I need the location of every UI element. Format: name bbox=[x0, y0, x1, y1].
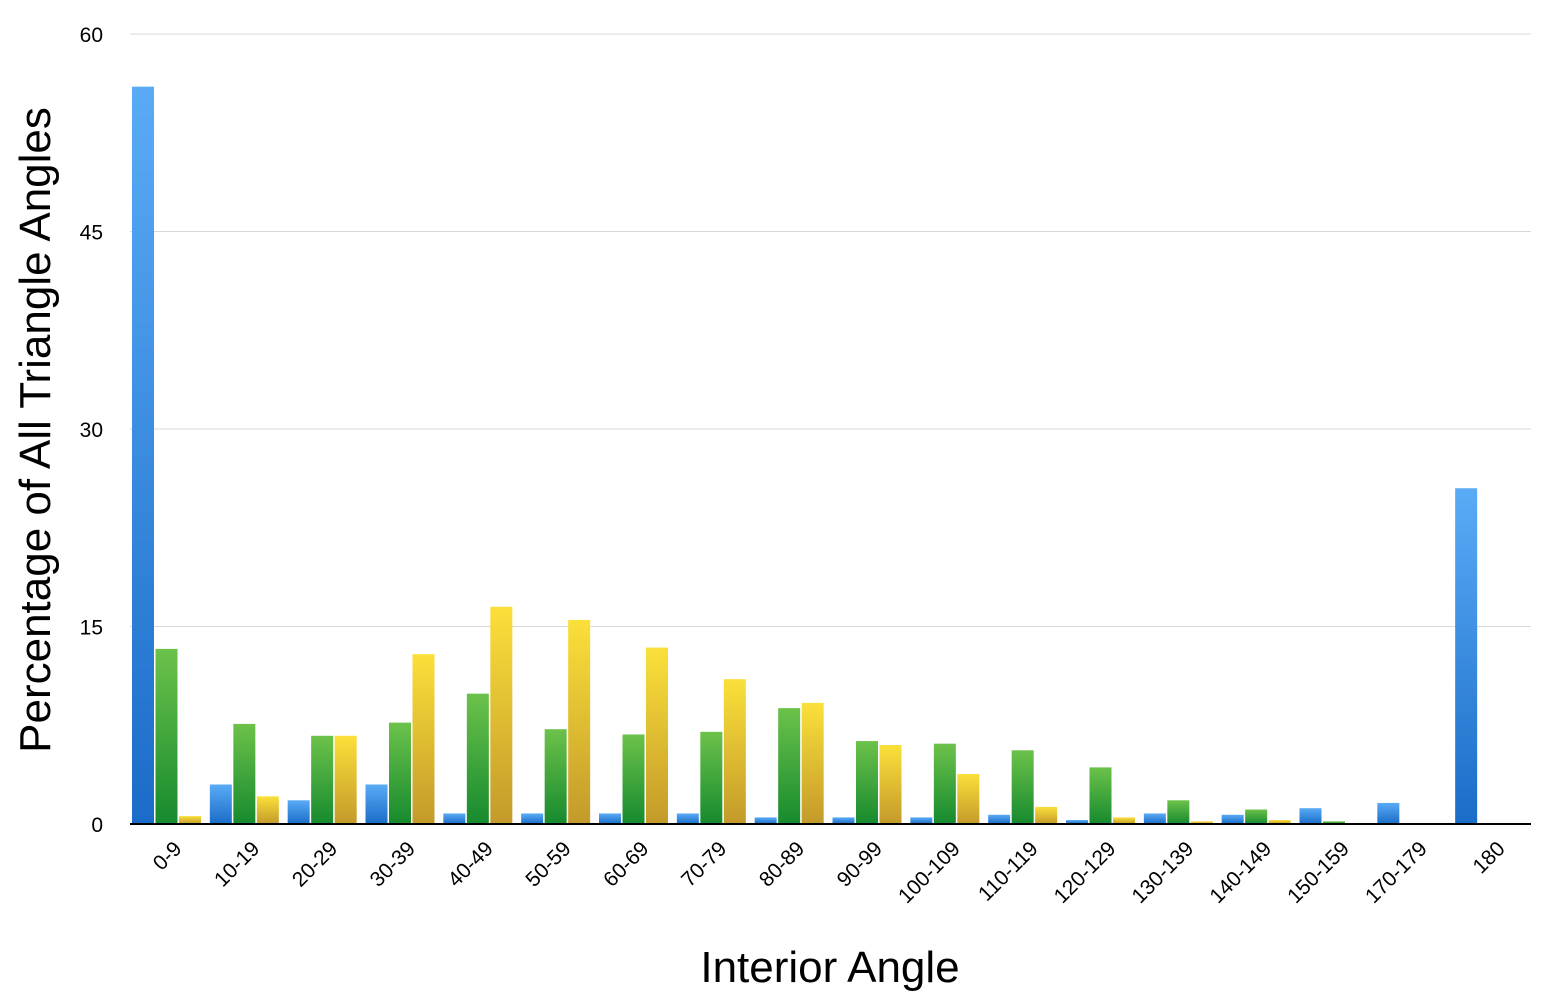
bar-series2-140-149 bbox=[1245, 809, 1268, 824]
bar-series1-170-179 bbox=[1377, 802, 1400, 824]
bar-series1-120-129 bbox=[1066, 820, 1088, 824]
gridlines bbox=[130, 33, 1531, 627]
bar-series1-110-119 bbox=[988, 814, 1011, 824]
bar-series3-110-119 bbox=[1035, 806, 1058, 824]
bar-series2-40-49 bbox=[466, 693, 489, 824]
x-tick-label: 40-49 bbox=[444, 837, 498, 891]
bar-series3-100-109 bbox=[957, 773, 980, 824]
bar-series3-80-89 bbox=[801, 702, 824, 824]
x-axis-title: Interior Angle bbox=[700, 943, 959, 992]
bar-series3-60-69 bbox=[646, 647, 668, 824]
x-tick-label: 30-39 bbox=[366, 837, 420, 891]
y-tick-label: 45 bbox=[80, 222, 103, 245]
x-tick-label: 60-69 bbox=[599, 837, 653, 891]
bar-series1-50-59 bbox=[521, 813, 544, 824]
x-tick-label: 90-99 bbox=[833, 837, 887, 891]
bar-series1-40-49 bbox=[443, 813, 466, 824]
bar-series1-60-69 bbox=[599, 813, 621, 824]
y-tick-label: 30 bbox=[80, 419, 103, 442]
x-tick-label: 180 bbox=[1469, 837, 1510, 878]
bar-series1-0-9 bbox=[132, 86, 154, 824]
bar-series3-50-59 bbox=[568, 619, 591, 824]
bar-series2-80-89 bbox=[778, 708, 801, 824]
x-tick-label: 100-109 bbox=[894, 837, 965, 908]
bar-series2-130-139 bbox=[1167, 800, 1190, 824]
bar-series1-90-99 bbox=[832, 817, 855, 824]
bar-series1-30-39 bbox=[365, 784, 388, 824]
bar-series2-150-159 bbox=[1323, 821, 1345, 824]
bar-series1-130-139 bbox=[1143, 813, 1166, 824]
bar-series1-140-149 bbox=[1221, 814, 1244, 824]
bar-series1-100-109 bbox=[910, 817, 933, 824]
x-tick-label: 50-59 bbox=[521, 837, 575, 891]
bar-series2-70-79 bbox=[700, 731, 723, 824]
bar-series3-140-149 bbox=[1268, 820, 1291, 824]
bar-series2-50-59 bbox=[544, 729, 567, 824]
bar-series1-180 bbox=[1455, 488, 1478, 824]
bar-series3-90-99 bbox=[879, 745, 902, 824]
x-tick-label: 70-79 bbox=[677, 837, 731, 891]
bar-series1-150-159 bbox=[1299, 808, 1322, 824]
bar-series3-0-9 bbox=[179, 816, 201, 824]
bars bbox=[132, 86, 1478, 824]
x-tick-label: 110-119 bbox=[974, 837, 1043, 906]
bar-series1-10-19 bbox=[209, 784, 232, 824]
x-tick-label: 150-159 bbox=[1283, 837, 1354, 908]
bar-series2-60-69 bbox=[622, 734, 645, 824]
bar-series2-120-129 bbox=[1089, 767, 1112, 824]
bar-series2-110-119 bbox=[1011, 750, 1034, 824]
bar-series3-70-79 bbox=[723, 679, 746, 824]
bar-series3-10-19 bbox=[256, 796, 279, 824]
bar-series2-90-99 bbox=[856, 741, 878, 824]
y-axis-title: Percentage of All Triangle Angles bbox=[11, 107, 60, 753]
bar-series2-10-19 bbox=[233, 723, 256, 824]
bar-series1-80-89 bbox=[754, 817, 777, 824]
x-tick-label: 170-179 bbox=[1361, 837, 1432, 908]
x-tick-label: 120-129 bbox=[1050, 837, 1121, 908]
bar-series2-0-9 bbox=[155, 648, 178, 824]
bar-series3-40-49 bbox=[490, 606, 513, 824]
bar-series2-30-39 bbox=[389, 722, 411, 824]
bar-series2-20-29 bbox=[311, 735, 334, 824]
x-tick-label: 130-139 bbox=[1128, 837, 1199, 908]
x-tick-label: 0-9 bbox=[149, 837, 187, 875]
bar-series1-70-79 bbox=[676, 813, 699, 824]
bar-series3-120-129 bbox=[1113, 817, 1135, 824]
x-tick-label: 20-29 bbox=[288, 837, 342, 891]
x-tick-labels: 0-9 10-19 20-29 30-39 40-49 50-59 60-69 70-79 80… bbox=[149, 837, 1510, 908]
y-tick-label: 0 bbox=[91, 814, 103, 837]
bar-series3-130-139 bbox=[1190, 821, 1213, 824]
x-tick-label: 140-149 bbox=[1205, 837, 1276, 908]
bar-series3-30-39 bbox=[412, 654, 435, 824]
y-tick-label: 15 bbox=[80, 617, 103, 640]
bar-series1-20-29 bbox=[287, 800, 310, 824]
bar-series3-20-29 bbox=[334, 735, 357, 824]
y-tick-label: 60 bbox=[80, 24, 103, 47]
bar-series2-100-109 bbox=[933, 743, 956, 824]
y-tick-labels: 0 15 30 45 60 bbox=[80, 24, 103, 837]
x-tick-label: 80-89 bbox=[755, 837, 809, 891]
x-tick-label: 10-19 bbox=[210, 837, 264, 891]
